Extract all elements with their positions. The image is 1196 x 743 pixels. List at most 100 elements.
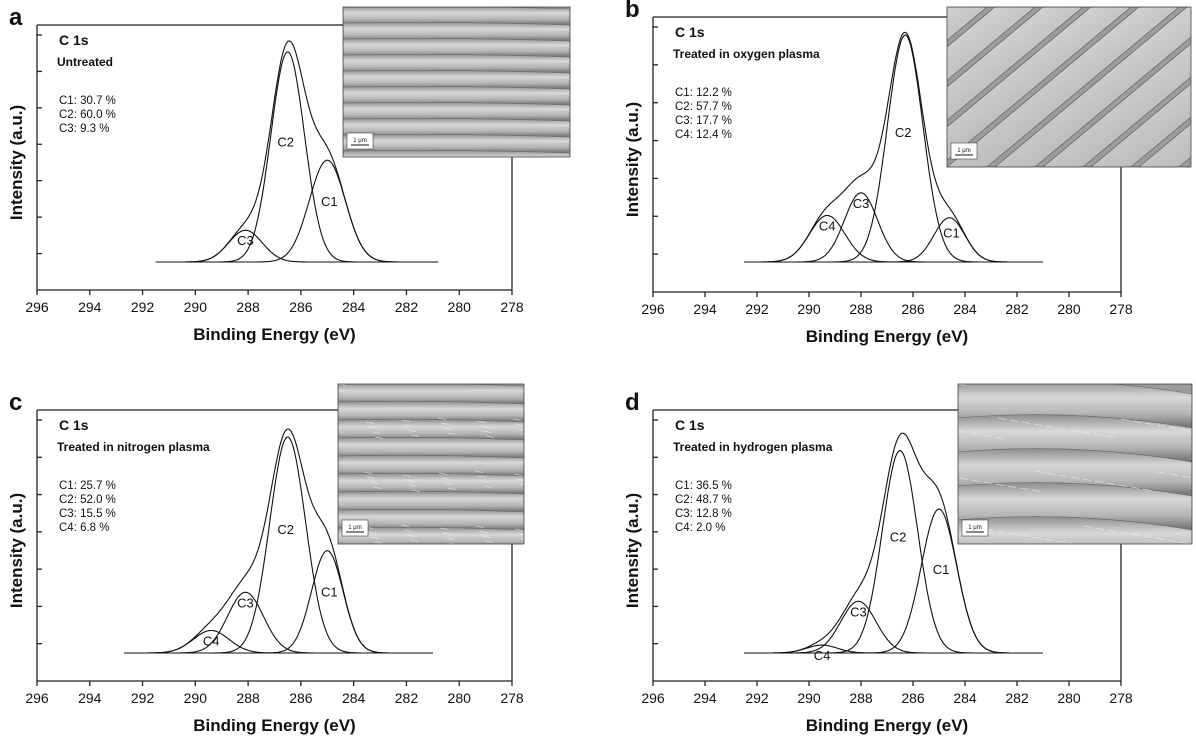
peak-label-c4: C4 [819, 218, 836, 233]
x-tick-label: 278 [500, 299, 524, 315]
x-axis-title: Binding Energy (eV) [806, 327, 968, 346]
peak-label-c3: C3 [237, 595, 254, 610]
composition-line: C2: 48.7 % [675, 494, 732, 506]
x-tick-label: 288 [849, 690, 873, 706]
x-tick-label: 282 [395, 299, 419, 315]
envelope-curve [124, 428, 433, 654]
x-tick-label: 292 [131, 299, 155, 315]
x-tick-label: 282 [395, 690, 419, 706]
peak-label-c2: C2 [895, 125, 912, 140]
x-tick-label: 288 [236, 299, 260, 315]
peak-fit-c3 [744, 192, 1043, 263]
composition-line: C3: 15.5 % [59, 508, 116, 520]
peak-label-c3: C3 [237, 233, 254, 248]
x-tick-label: 286 [289, 299, 313, 315]
x-tick-label: 290 [797, 301, 821, 317]
peak-fit-c4 [744, 214, 1043, 263]
treatment-label: Treated in nitrogen plasma [57, 440, 210, 454]
scale-bar-label: 1 μm [353, 138, 366, 144]
scale-bar-label: 1 μm [957, 148, 970, 154]
composition-line: C1: 36.5 % [675, 480, 732, 492]
scale-bar-label: 1 μm [348, 525, 361, 531]
xps-panel-b: 296 294 292 290 288 286 284 282 280 278 Binding En… [623, 0, 1192, 346]
x-tick-label: 294 [693, 690, 717, 706]
scale-bar-label: 1 μm [968, 525, 981, 531]
treatment-label: Treated in oxygen plasma [673, 47, 820, 61]
composition-line: C2: 57.7 % [675, 101, 732, 113]
panel-letter: a [9, 4, 23, 31]
x-tick-label: 288 [849, 301, 873, 317]
composition-line: C2: 52.0 % [59, 494, 116, 506]
x-tick-label: 294 [78, 690, 102, 706]
xps-panel-a: 296 294 292 290 288 286 284 282 280 278 Binding En… [7, 4, 571, 344]
peak-label-c1: C1 [933, 562, 950, 577]
peak-label-c1: C1 [321, 194, 338, 209]
xps-panel-d: 296 294 292 290 288 286 284 282 280 278 Binding En… [623, 383, 1193, 735]
spectrum-heading: C 1s [59, 417, 89, 433]
x-tick-label: 296 [641, 690, 665, 706]
sem-inset-image [946, 6, 1192, 168]
envelope-curve [155, 40, 439, 263]
peak-fit-c3 [744, 600, 1043, 654]
x-tick-label: 288 [236, 690, 260, 706]
y-axis-title: Intensity (a.u.) [7, 493, 26, 608]
x-tick-label: 290 [184, 299, 208, 315]
spectrum-heading: C 1s [675, 24, 705, 40]
envelope-curve [744, 31, 1043, 263]
x-tick-label: 296 [641, 301, 665, 317]
composition-line: C3: 12.8 % [675, 508, 732, 520]
composition-line: C3: 9.3 % [59, 123, 110, 135]
peak-label-c3: C3 [850, 604, 867, 619]
sem-inset-image [337, 383, 525, 545]
peak-label-c1: C1 [321, 585, 338, 600]
composition-line: C2: 60.0 % [59, 109, 116, 121]
y-axis-title: Intensity (a.u.) [623, 493, 642, 608]
x-tick-label: 278 [1109, 301, 1133, 317]
composition-line: C4: 6.8 % [59, 522, 110, 534]
panel-letter: b [625, 0, 640, 23]
x-tick-label: 282 [1005, 301, 1029, 317]
x-tick-label: 286 [289, 690, 313, 706]
peak-label-c2: C2 [277, 522, 294, 537]
peak-fit-c3 [155, 229, 439, 263]
x-tick-label: 280 [1057, 301, 1081, 317]
composition-line: C3: 17.7 % [675, 115, 732, 127]
treatment-label: Treated in hydrogen plasma [673, 440, 833, 454]
peak-fit-c1 [124, 550, 433, 654]
peak-label-c2: C2 [890, 530, 907, 545]
x-tick-label: 292 [745, 690, 769, 706]
x-axis-title: Binding Energy (eV) [193, 325, 355, 344]
y-axis-title: Intensity (a.u.) [623, 102, 642, 217]
x-tick-label: 292 [745, 301, 769, 317]
peak-label-c4: C4 [203, 634, 220, 649]
composition-line: C4: 12.4 % [675, 129, 732, 141]
x-tick-label: 284 [342, 690, 366, 706]
panel-letter: c [9, 389, 22, 416]
composition-line: C1: 12.2 % [675, 87, 732, 99]
sem-inset-image [342, 6, 571, 158]
x-tick-label: 292 [131, 690, 155, 706]
x-tick-label: 278 [500, 690, 524, 706]
spectrum-heading: C 1s [675, 417, 705, 433]
peak-label-c3: C3 [853, 196, 870, 211]
x-tick-label: 280 [448, 690, 472, 706]
y-axis-title: Intensity (a.u.) [7, 105, 26, 220]
x-axis-title: Binding Energy (eV) [193, 716, 355, 735]
composition-line: C4: 2.0 % [675, 522, 726, 534]
x-tick-label: 278 [1109, 690, 1133, 706]
x-tick-label: 284 [953, 301, 977, 317]
treatment-label: Untreated [57, 55, 113, 69]
x-tick-label: 296 [25, 299, 49, 315]
composition-line: C1: 25.7 % [59, 480, 116, 492]
x-tick-label: 284 [953, 690, 977, 706]
x-tick-label: 280 [448, 299, 472, 315]
x-tick-label: 290 [797, 690, 821, 706]
envelope-curve [744, 432, 1043, 654]
peak-fit-c1 [744, 217, 1043, 263]
sem-inset-image [957, 383, 1193, 545]
x-axis-title: Binding Energy (eV) [806, 716, 968, 735]
peak-label-c1: C1 [943, 226, 960, 241]
x-tick-label: 286 [901, 690, 925, 706]
xps-panel-c: 296 294 292 290 288 286 284 282 280 278 Binding En… [7, 383, 525, 735]
